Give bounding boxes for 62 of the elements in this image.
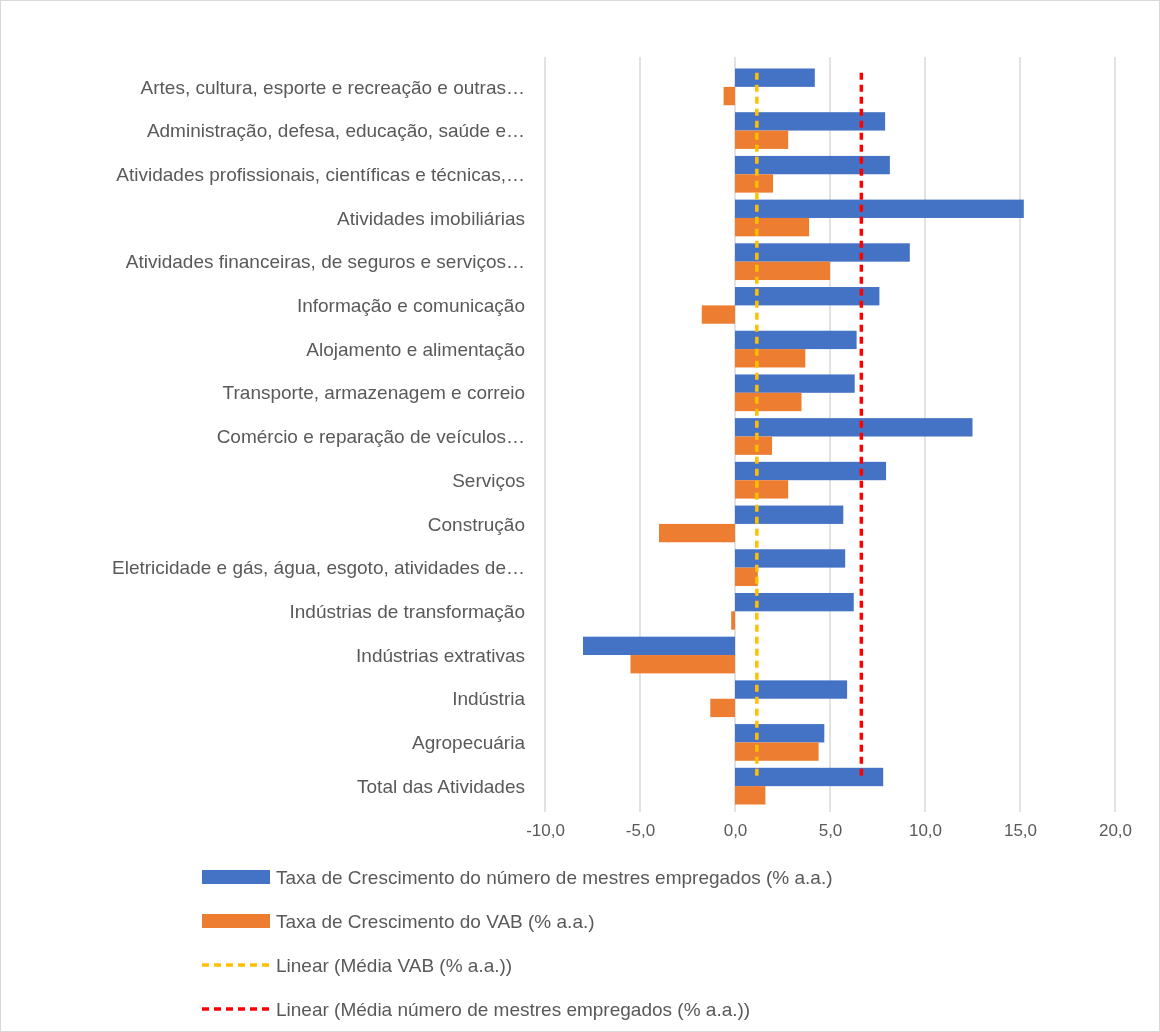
bar	[735, 217, 810, 237]
y-tick-label: Atividades financeiras, de seguros e serviços…	[125, 251, 525, 273]
bar	[735, 592, 854, 612]
bar	[735, 330, 857, 350]
y-tick-label: Indústrias extrativas	[356, 644, 525, 666]
bar	[701, 305, 735, 324]
y-tick-label: Serviços	[452, 469, 525, 491]
x-tick-label: 5,0	[818, 821, 843, 841]
bar	[735, 155, 890, 175]
bar	[583, 636, 735, 656]
bar	[735, 243, 910, 262]
bar	[735, 505, 844, 524]
bar	[735, 786, 766, 805]
x-tick-label: -5,0	[625, 821, 656, 841]
bar	[735, 436, 773, 455]
bar	[735, 461, 887, 481]
bar	[710, 698, 735, 718]
y-tick-label: Artes, cultura, esporte e recreação e outras…	[140, 76, 525, 98]
y-tick-label: Comércio e reparação de veículos…	[216, 426, 525, 448]
bar	[735, 742, 819, 761]
y-tick-label: Eletricidade e gás, água, esgoto, atividades de…	[112, 557, 525, 579]
x-tick-label: 10,0	[908, 821, 943, 841]
y-tick-label: Atividades imobiliárias	[337, 207, 525, 229]
bar	[735, 287, 880, 306]
y-tick-label: Informação e comunicação	[296, 295, 525, 317]
legend-label: Linear (Média número de mestres empregados (% a.a.))	[276, 998, 751, 1020]
y-tick-label: Total das Atividades	[357, 775, 525, 797]
x-tick-label: 0,0	[723, 821, 748, 841]
bar	[735, 349, 806, 368]
y-tick-label: Atividades profissionais, científicas e técnicas,…	[116, 163, 525, 185]
bar	[735, 199, 1024, 218]
legend-label: Taxa de Crescimento do número de mestres empregados (% a.a.)	[276, 866, 833, 888]
x-tick-label: 20,0	[1098, 821, 1133, 841]
legend-label: Taxa de Crescimento do VAB (% a.a.)	[276, 910, 595, 932]
y-tick-label: Alojamento e alimentação	[306, 338, 525, 360]
legend-label: Linear (Média VAB (% a.a.))	[276, 954, 513, 976]
bar	[735, 767, 884, 787]
bar	[735, 724, 825, 743]
y-tick-label: Agropecuária	[411, 732, 526, 754]
bar	[735, 374, 855, 393]
bar	[731, 611, 735, 630]
bar	[735, 567, 758, 586]
bar	[735, 680, 848, 699]
bar	[735, 112, 886, 131]
y-tick-label: Indústria	[452, 688, 526, 710]
bar	[723, 86, 735, 106]
bar	[659, 523, 735, 543]
bar	[735, 261, 830, 281]
x-tick-label: -10,0	[526, 821, 565, 841]
bar	[630, 655, 735, 674]
y-tick-label: Transporte, armazenagem e correio	[222, 382, 525, 404]
bar	[735, 68, 815, 87]
y-tick-label: Administração, defesa, educação, saúde e…	[146, 120, 525, 142]
y-tick-label: Indústrias de transformação	[289, 600, 525, 622]
bar	[735, 480, 789, 499]
bar	[735, 549, 846, 568]
bar	[735, 174, 773, 193]
bar	[735, 418, 973, 437]
bar	[735, 130, 789, 149]
bar	[735, 392, 802, 412]
y-tick-label: Construção	[427, 513, 525, 535]
x-tick-label: 15,0	[1003, 821, 1038, 841]
